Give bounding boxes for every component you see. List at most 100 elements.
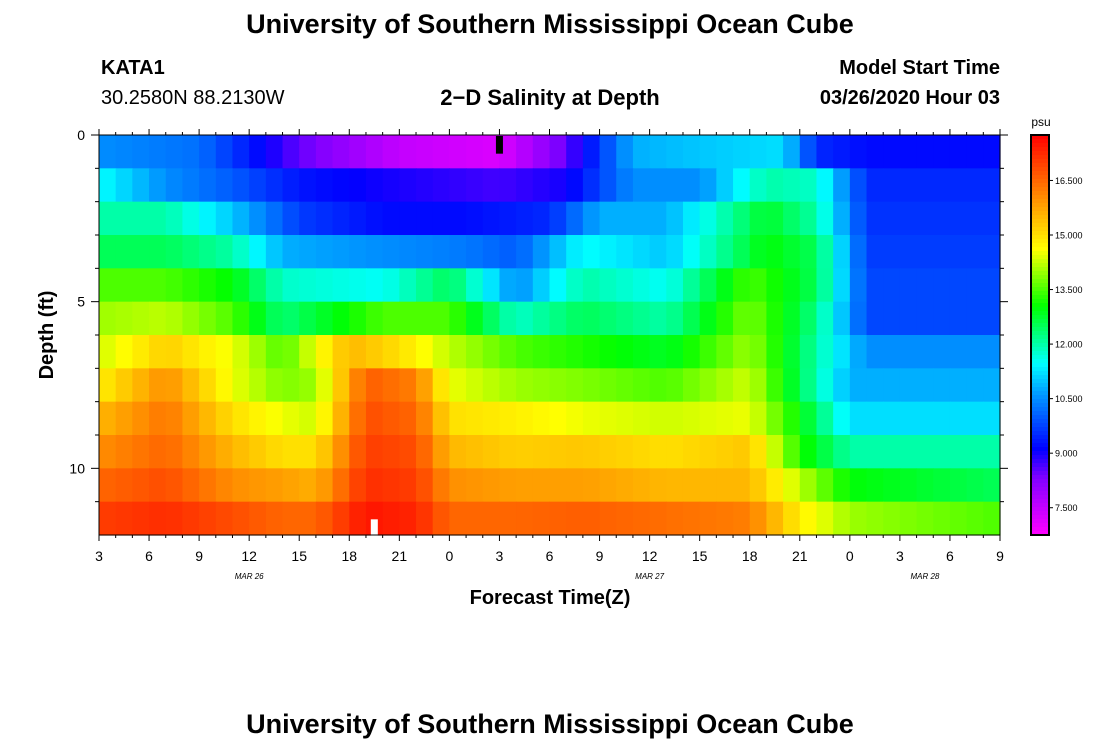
heatmap-cell <box>566 501 584 536</box>
heatmap-cell <box>582 268 601 303</box>
heatmap-cell <box>382 135 400 169</box>
heatmap-cell <box>132 435 150 469</box>
heatmap-cell <box>149 368 167 403</box>
colorbar-segment <box>1031 159 1049 164</box>
colorbar-segment <box>1031 519 1049 524</box>
colorbar-tick-label: 9.000 <box>1055 449 1078 459</box>
heatmap-cell <box>482 368 501 403</box>
heatmap-cell <box>766 368 784 403</box>
heatmap-cell <box>599 268 617 303</box>
model-start-label: Model Start Time <box>839 57 1000 79</box>
colorbar-segment <box>1031 359 1049 364</box>
heatmap-cell <box>766 335 784 369</box>
colorbar-unit: psu <box>1031 115 1050 129</box>
heatmap-cell <box>699 168 717 203</box>
heatmap-cell <box>716 201 734 236</box>
heatmap-cell <box>632 268 651 303</box>
heatmap-cell <box>132 368 150 403</box>
heatmap-cell <box>699 435 717 469</box>
heatmap-cell <box>382 268 400 303</box>
heatmap-cell <box>115 401 133 436</box>
heatmap-cell <box>199 435 217 469</box>
heatmap-cell <box>799 135 818 169</box>
heatmap-cell <box>983 301 1001 336</box>
heatmap-cell <box>432 501 450 536</box>
heatmap-cell <box>966 201 984 236</box>
heatmap-cell <box>482 235 501 269</box>
heatmap-cell <box>733 368 751 403</box>
heatmap-cell <box>866 335 884 369</box>
x-tick-label: 15 <box>291 548 307 564</box>
heatmap-cell <box>849 335 868 369</box>
heatmap-cell <box>499 401 517 436</box>
colorbar-segment <box>1031 315 1049 320</box>
heatmap-cell <box>499 368 517 403</box>
heatmap-cell <box>299 268 317 303</box>
colorbar-segment <box>1031 347 1049 352</box>
x-tick-label: 3 <box>496 548 504 564</box>
heatmap-cell <box>849 435 868 469</box>
heatmap-cell <box>215 201 234 236</box>
heatmap-cell <box>332 401 350 436</box>
heatmap-cell <box>733 301 751 336</box>
station-coordinates: 30.2580N 88.2130W <box>101 87 285 109</box>
heatmap-cell <box>466 468 484 503</box>
heatmap-cell <box>766 435 784 469</box>
heatmap-cell <box>432 468 450 503</box>
colorbar-segment <box>1031 475 1049 480</box>
heatmap-cell <box>649 468 667 503</box>
heatmap-cell <box>682 501 701 536</box>
heatmap-cell <box>499 335 517 369</box>
heatmap-cell <box>365 435 384 469</box>
heatmap-cell <box>449 368 467 403</box>
chart-title: 2−D Salinity at Depth <box>440 85 660 110</box>
heatmap-cell <box>582 235 601 269</box>
heatmap-cell <box>149 168 167 203</box>
colorbar-segment <box>1031 223 1049 228</box>
heatmap-cell <box>516 301 534 336</box>
heatmap-cell <box>783 201 801 236</box>
heatmap-cell <box>649 368 667 403</box>
colorbar-segment <box>1031 371 1049 376</box>
heatmap-cell <box>99 268 117 303</box>
page-title-bottom: University of Southern Mississippi Ocean… <box>246 709 854 739</box>
heatmap-cell <box>616 301 634 336</box>
heatmap-cell <box>532 301 551 336</box>
heatmap-cell <box>132 468 150 503</box>
heatmap-cell <box>983 168 1001 203</box>
heatmap-cell <box>132 301 150 336</box>
heatmap-cell <box>115 435 133 469</box>
heatmap-cell <box>733 468 751 503</box>
heatmap-cell <box>115 368 133 403</box>
heatmap-cell <box>599 235 617 269</box>
heatmap-cell <box>199 501 217 536</box>
heatmap-cell <box>399 335 417 369</box>
heatmap-cell <box>666 335 684 369</box>
heatmap-cell <box>499 435 517 469</box>
heatmap-cell <box>315 135 334 169</box>
heatmap-cell <box>632 168 651 203</box>
heatmap-cell <box>382 468 400 503</box>
heatmap-cell <box>249 235 267 269</box>
heatmap-cell <box>499 501 517 536</box>
heatmap-cell <box>516 435 534 469</box>
heatmap-cell <box>799 235 818 269</box>
heatmap-cell <box>549 168 567 203</box>
heatmap-cell <box>449 235 467 269</box>
heatmap-cell <box>666 401 684 436</box>
heatmap-cell <box>783 468 801 503</box>
heatmap-cell <box>265 435 284 469</box>
colorbar-segment <box>1031 527 1049 532</box>
heatmap-cell <box>599 501 617 536</box>
heatmap-cell <box>549 435 567 469</box>
heatmap-cell <box>349 468 367 503</box>
heatmap-cell <box>499 201 517 236</box>
heatmap-cell <box>733 335 751 369</box>
heatmap-cell <box>816 268 834 303</box>
heatmap-cell <box>866 235 884 269</box>
y-axis: 0 5 10 <box>69 127 1008 503</box>
heatmap-cell <box>532 435 551 469</box>
heatmap-cell <box>549 401 567 436</box>
colorbar-segment <box>1031 239 1049 244</box>
heatmap-cell <box>399 301 417 336</box>
